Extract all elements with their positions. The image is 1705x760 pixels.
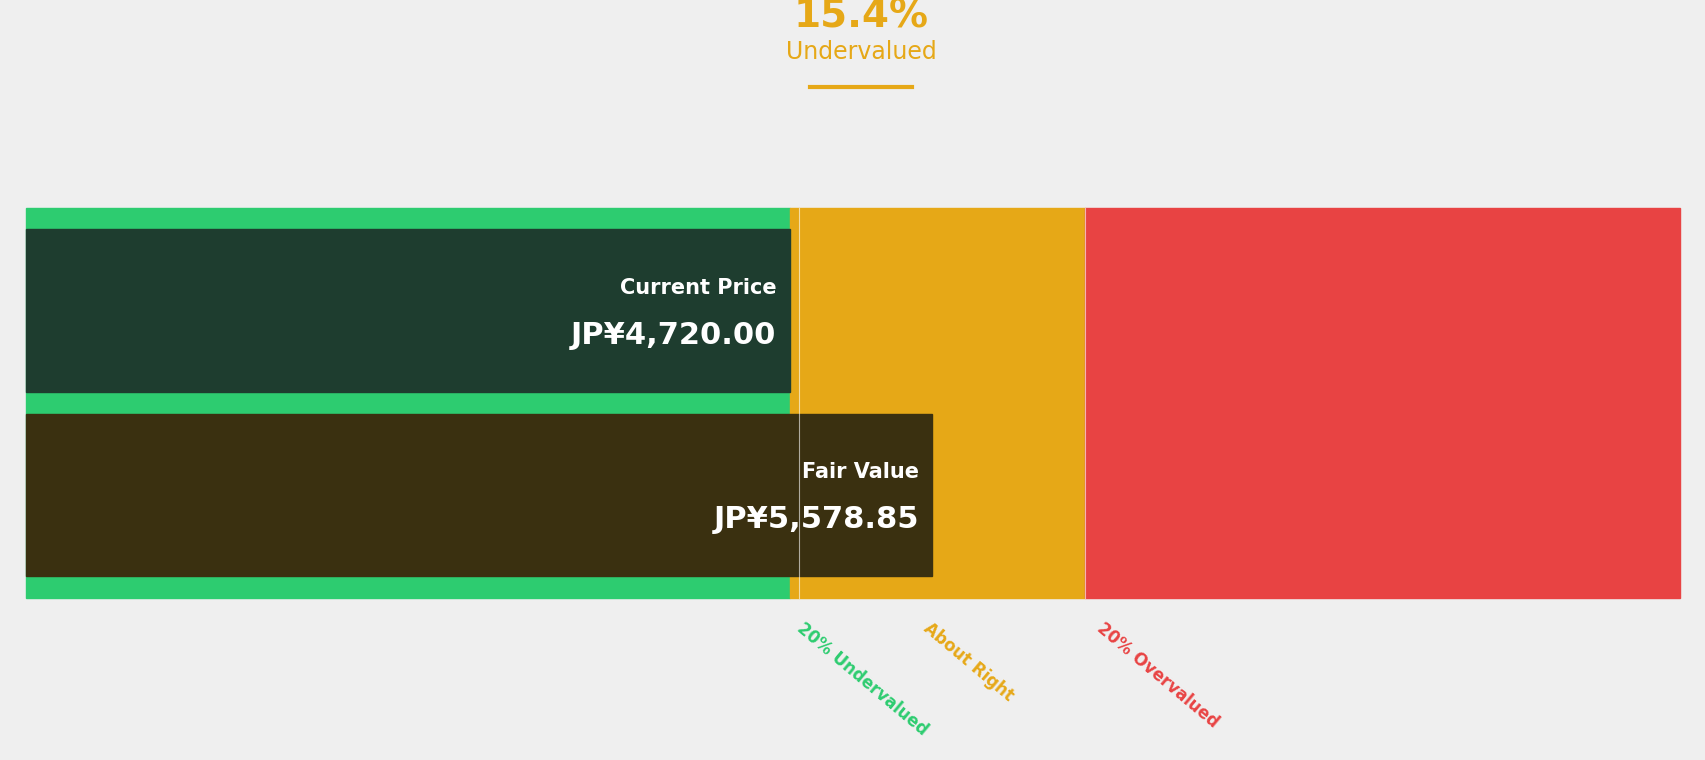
Bar	[1084, 208, 1679, 598]
Bar	[789, 208, 1084, 598]
Text: 15.4%: 15.4%	[793, 0, 928, 36]
Text: 20% Undervalued: 20% Undervalued	[793, 619, 931, 739]
Text: JP¥5,578.85: JP¥5,578.85	[713, 505, 919, 534]
Text: Current Price: Current Price	[619, 278, 776, 298]
Text: Fair Value: Fair Value	[801, 462, 919, 483]
Bar	[26, 413, 933, 577]
Text: About Right: About Right	[919, 619, 1016, 705]
Text: Undervalued: Undervalued	[786, 40, 936, 64]
Bar	[26, 230, 789, 392]
Text: JP¥4,720.00: JP¥4,720.00	[571, 321, 776, 350]
Bar	[26, 208, 789, 598]
Text: 20% Overvalued: 20% Overvalued	[1093, 619, 1221, 731]
